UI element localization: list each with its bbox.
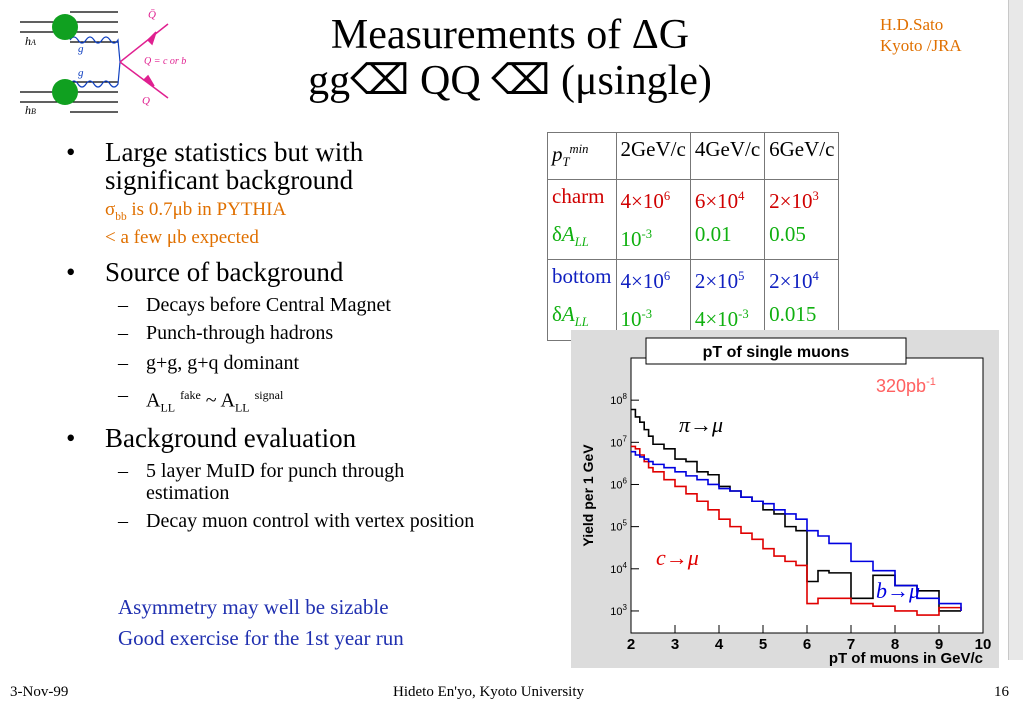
y-axis-label: Yield per 1 GeV xyxy=(580,444,596,547)
table-header-row: pTmin 2GeV/c 4GeV/c 6GeV/c xyxy=(547,131,840,181)
x-tick-label: 9 xyxy=(935,636,943,653)
footer-author: Hideto En'yo, Kyoto University xyxy=(393,684,585,700)
series-label-pi: π→μ xyxy=(679,412,723,437)
svg-text:hB: hB xyxy=(25,103,36,117)
conclusion: Asymmetry may well be sizable Good exerc… xyxy=(118,592,404,654)
chart-title: pT of single muons xyxy=(703,344,850,361)
expectation-note: < a few μb expected xyxy=(105,227,259,248)
y-tick-label: 105 xyxy=(610,519,627,534)
series-label-c: c→μ xyxy=(656,545,699,570)
x-tick-label: 4 xyxy=(715,636,724,653)
y-tick-label: 104 xyxy=(610,561,627,576)
slide-title: Measurements of ΔG gg⌫ QQ ⌫ (μsingle) xyxy=(240,12,780,104)
table-row: δALL 10-3 0.01 0.05 xyxy=(547,218,840,261)
scroll-region xyxy=(1008,0,1023,660)
y-tick-label: 107 xyxy=(610,434,627,449)
svg-text:g: g xyxy=(78,43,84,55)
x-axis-label: pT of muons in GeV/c xyxy=(829,650,983,667)
table-row: charm 4×106 6×104 2×103 xyxy=(547,179,840,219)
author-name: H.D.Sato xyxy=(880,15,944,34)
series-line-c xyxy=(631,445,962,616)
y-tick-label: 103 xyxy=(610,603,627,618)
table-row: δALL 10-3 4×10-3 0.015 xyxy=(547,298,840,341)
x-tick-label: 2 xyxy=(627,636,635,653)
conclusion-line-2: Good exercise for the 1st year run xyxy=(118,626,404,650)
chart-title-box xyxy=(645,337,907,365)
luminosity-label: 320pb-1 xyxy=(876,376,936,396)
rate-table: pTmin 2GeV/c 4GeV/c 6GeV/c charm 4×106 6… xyxy=(547,131,840,341)
bullet-dot-icon: • xyxy=(66,257,76,287)
author-affiliation: Kyoto /JRA xyxy=(880,36,962,55)
title-line-1: Measurements of ΔG xyxy=(330,12,690,58)
author-block: H.D.Sato Kyoto /JRA xyxy=(880,14,962,56)
y-tick-label: 106 xyxy=(610,476,627,491)
x-tick-label: 7 xyxy=(847,636,855,653)
title-line-2: gg⌫ QQ ⌫ (μsingle) xyxy=(308,58,712,104)
series-label-b: b→μ xyxy=(876,578,920,603)
muon-pt-chart: pT of single muons 2 3 4 5 6 7 8 9 10 103 104 105 106… xyxy=(571,330,999,668)
footer-date: 3-Nov-99 xyxy=(10,684,69,700)
page-number: 16 xyxy=(994,684,1009,700)
x-tick-label: 5 xyxy=(759,636,767,653)
x-tick-label: 6 xyxy=(803,636,811,653)
svg-text:Q: Q xyxy=(142,95,150,107)
svg-text:Q = c or b: Q = c or b xyxy=(144,56,186,67)
svg-text:g: g xyxy=(78,67,84,79)
x-tick-label: 10 xyxy=(975,636,992,653)
series-line-b xyxy=(631,450,962,611)
feynman-diagram: hA hB g g Q̄ Q Q = c or b xyxy=(20,9,186,117)
x-tick-label: 3 xyxy=(671,636,679,653)
y-tick-label: 108 xyxy=(610,392,627,407)
bullet-dot-icon: • xyxy=(66,423,76,453)
bullet-dot-icon: • xyxy=(66,137,76,167)
table-row: bottom 4×106 2×105 2×104 xyxy=(547,259,840,299)
svg-text:hA: hA xyxy=(25,34,36,48)
svg-text:Q̄: Q̄ xyxy=(148,9,156,21)
x-tick-label: 8 xyxy=(891,636,899,653)
pythia-note: σbb is 0.7μb in PYTHIA xyxy=(105,199,287,223)
conclusion-line-1: Asymmetry may well be sizable xyxy=(118,595,389,619)
